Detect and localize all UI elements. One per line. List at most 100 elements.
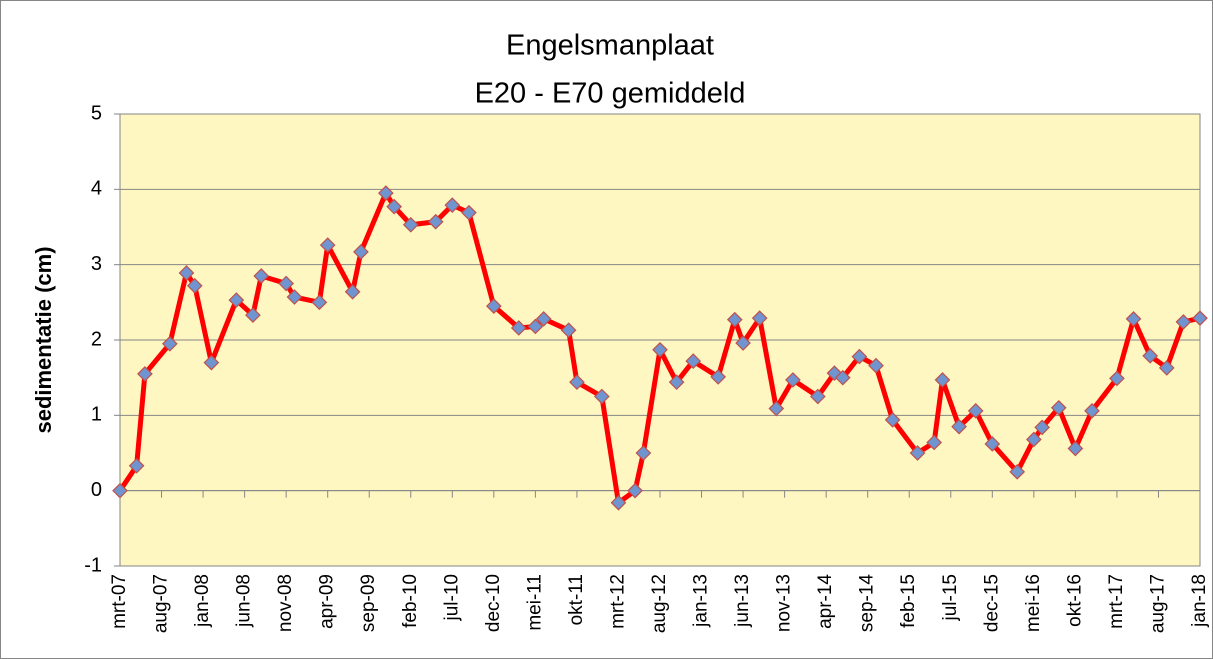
y-tick-label: 5: [91, 102, 102, 124]
x-tick-label: okt-16: [1064, 574, 1085, 627]
x-tick-label: jan-13: [691, 574, 712, 628]
data-point: [1158, 360, 1175, 376]
data-point: [834, 369, 851, 386]
data-point: [112, 482, 128, 499]
x-tick-label: mei-16: [1023, 574, 1044, 632]
data-point: [751, 310, 768, 327]
data-point: [444, 197, 461, 214]
data-point: [610, 494, 627, 511]
data-point: [627, 482, 643, 499]
data-point: [934, 372, 951, 388]
data-point: [1084, 402, 1100, 419]
data-point: [386, 198, 403, 215]
data-point: [344, 283, 361, 300]
y-tick-label: 2: [91, 328, 102, 350]
chart-title: Engelsmanplaat: [506, 30, 714, 62]
x-tick-label: okt-11: [566, 574, 587, 625]
data-point: [926, 434, 943, 451]
data-point: [485, 298, 502, 314]
data-point: [826, 365, 843, 381]
x-tick-label: mrt-07: [109, 574, 130, 629]
y-tick-label: 1: [91, 404, 102, 426]
data-point: [178, 265, 195, 281]
data-point: [319, 237, 336, 253]
data-point: [278, 275, 295, 292]
data-point: [377, 185, 394, 201]
x-tick-label: sep-14: [857, 574, 878, 633]
x-tick-label: apr-14: [815, 574, 836, 629]
data-point: [286, 289, 303, 305]
data-point: [1192, 310, 1208, 327]
x-tick-label: feb-10: [400, 574, 421, 628]
data-point: [685, 353, 702, 369]
x-tick-label: dec-10: [483, 574, 504, 632]
y-axis-label: sedimentatie (cm): [31, 246, 56, 433]
x-tick-label: aug-07: [151, 574, 172, 633]
data-point: [186, 277, 203, 294]
y-tick-label: 0: [91, 479, 102, 501]
data-point: [311, 294, 328, 311]
x-tick-label: dec-15: [981, 574, 1002, 632]
data-point: [1050, 399, 1067, 416]
data-point: [668, 374, 685, 391]
data-point: [535, 311, 552, 327]
data-point: [510, 320, 527, 336]
data-point: [1034, 419, 1050, 436]
data-point: [635, 445, 652, 461]
data-point: [128, 457, 145, 474]
x-tick-label: sep-09: [358, 574, 379, 632]
x-tick-label: jul-10: [441, 574, 462, 621]
x-tick-label: jul-15: [940, 574, 961, 621]
x-tick-label: nov-08: [275, 574, 296, 632]
data-point: [427, 213, 444, 230]
data-point: [353, 244, 369, 260]
chart-subtitle: E20 - E70 gemiddeld: [475, 78, 746, 110]
x-tick-label: jun-13: [732, 574, 753, 628]
data-point: [652, 341, 668, 358]
data-point: [710, 369, 727, 385]
data-point: [868, 357, 884, 374]
data-point: [461, 204, 477, 221]
data-point: [560, 322, 577, 339]
x-tick-label: mrt-12: [607, 574, 628, 629]
x-tick-label: aug-12: [649, 574, 670, 633]
data-point: [527, 318, 544, 335]
x-tick-label: feb-15: [898, 574, 919, 628]
data-point: [245, 307, 261, 323]
data-point: [1175, 314, 1192, 330]
x-tick-label: jun-08: [234, 574, 255, 628]
y-tick-label: 4: [91, 178, 102, 200]
y-tick-label: 3: [91, 253, 102, 275]
x-tick-label: apr-09: [317, 574, 338, 629]
data-point: [809, 388, 826, 405]
data-point: [1142, 347, 1158, 364]
data-point: [884, 412, 901, 428]
data-point: [951, 418, 967, 435]
data-point: [1109, 370, 1125, 387]
data-point: [909, 445, 926, 461]
data-point: [851, 348, 868, 365]
data-point: [137, 366, 153, 382]
x-tick-label: jan-08: [192, 574, 213, 628]
data-point: [726, 311, 743, 328]
data-point: [785, 372, 801, 388]
data-point: [593, 388, 610, 405]
data-point: [161, 335, 178, 352]
data-point: [569, 374, 585, 391]
data-point: [984, 436, 1001, 452]
data-point: [1009, 463, 1026, 480]
data-point: [253, 268, 270, 284]
y-tick-label: -1: [84, 554, 102, 576]
data-point: [1026, 431, 1042, 448]
x-tick-label: nov-13: [774, 574, 795, 632]
x-tick-label: jan-18: [1189, 574, 1210, 628]
data-point: [203, 354, 220, 371]
data-point: [1067, 440, 1084, 457]
data-point: [228, 292, 245, 308]
data-point: [1125, 311, 1142, 327]
data-point: [768, 400, 785, 417]
x-tick-label: aug-17: [1147, 574, 1168, 633]
x-tick-label: mei-11: [524, 574, 545, 631]
